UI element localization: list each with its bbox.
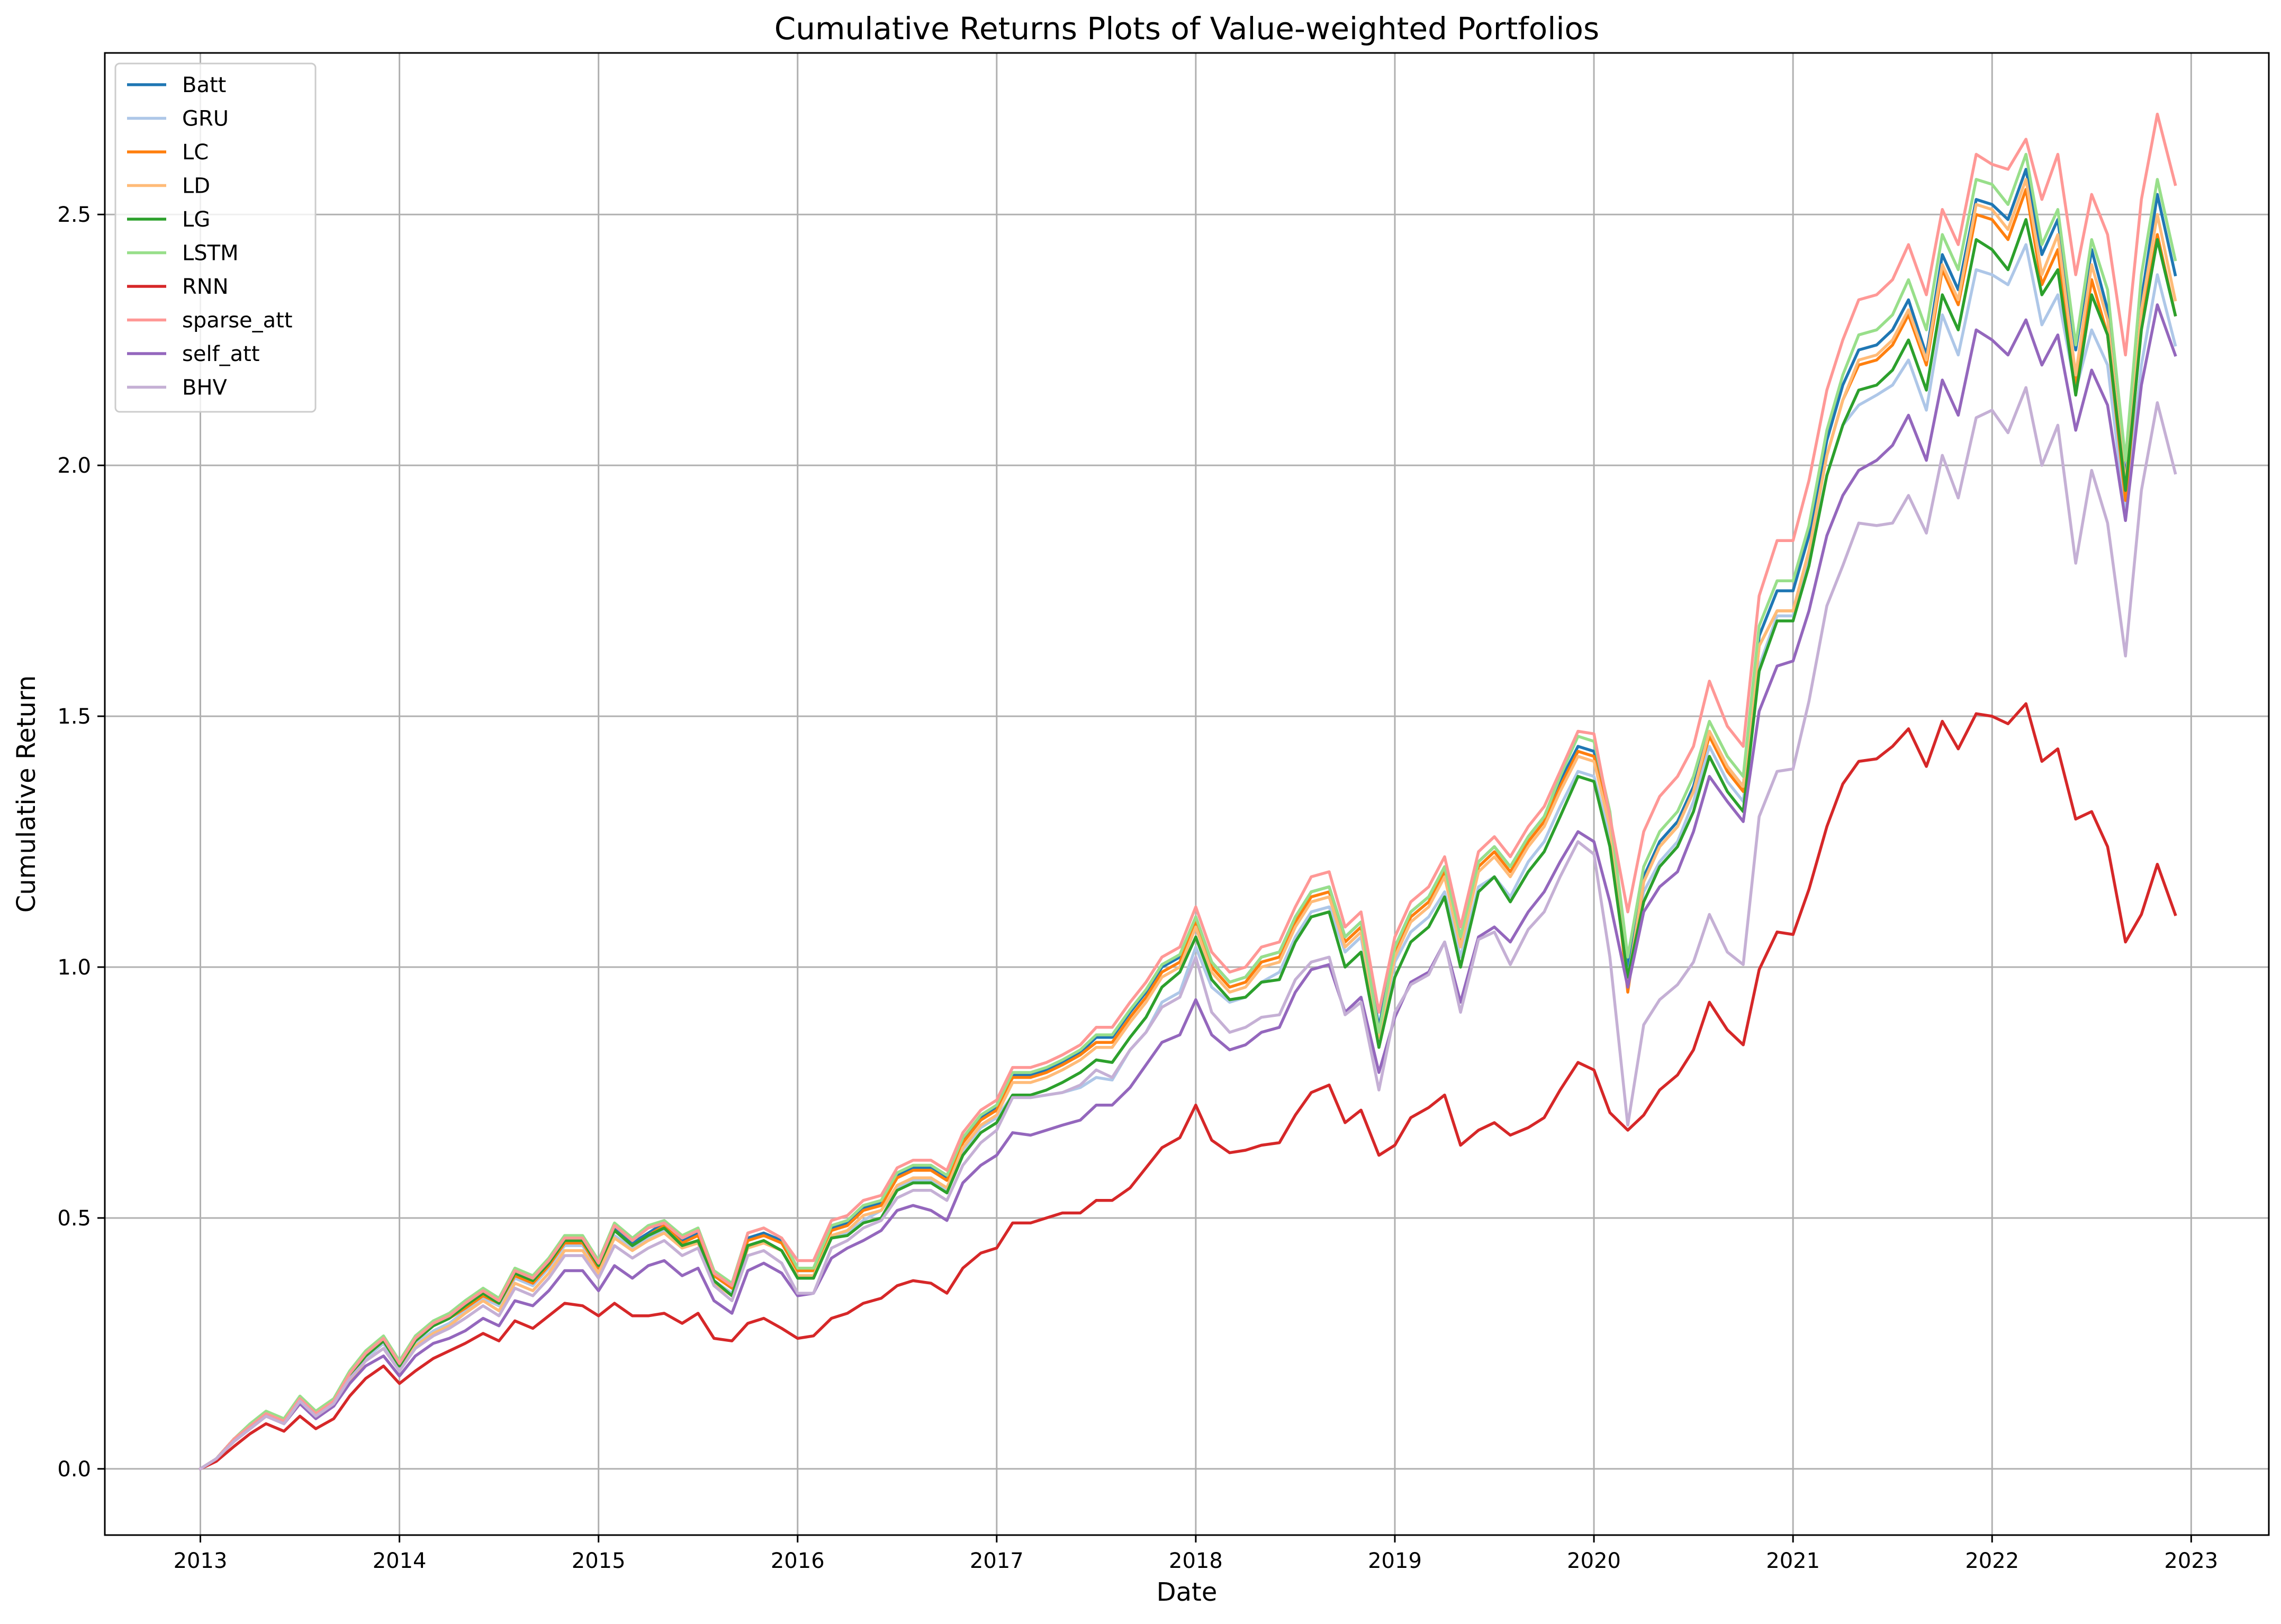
series-line-rnn — [198, 702, 2177, 1471]
x-tick-label: 2017 — [970, 1549, 1024, 1573]
x-tick-label: 2023 — [2164, 1549, 2218, 1573]
series-line-sparse-att — [198, 112, 2177, 1471]
legend-label: GRU — [182, 107, 229, 131]
series-line-ld — [198, 178, 2177, 1471]
legend-label: LSTM — [182, 241, 239, 266]
x-tick-label: 2020 — [1567, 1549, 1621, 1573]
y-tick-label: 0.5 — [57, 1206, 91, 1231]
series-line-self-att — [198, 303, 2177, 1471]
x-tick-label: 2014 — [373, 1549, 427, 1573]
y-tick-label: 1.0 — [57, 955, 91, 980]
series-lines — [198, 112, 2177, 1471]
grid — [105, 53, 2269, 1535]
plot-frame — [104, 52, 2270, 1536]
x-tick-label: 2016 — [771, 1549, 825, 1573]
y-tick-label: 2.5 — [57, 203, 91, 227]
y-tick-label: 2.0 — [57, 454, 91, 478]
x-tick-label: 2021 — [1766, 1549, 1820, 1573]
legend-label: LC — [182, 140, 209, 165]
x-tick-label: 2019 — [1368, 1549, 1422, 1573]
legend-label: RNN — [182, 275, 229, 299]
x-tick-label: 2022 — [1965, 1549, 2019, 1573]
legend-label: Batt — [182, 73, 226, 97]
legend-label: BHV — [182, 376, 228, 400]
x-tick-label: 2018 — [1169, 1549, 1223, 1573]
legend-label: LD — [182, 174, 210, 199]
chart-title: Cumulative Returns Plots of Value-weight… — [774, 11, 1599, 47]
x-tick-label: 2013 — [174, 1549, 228, 1573]
y-axis-label: Cumulative Return — [12, 675, 41, 913]
x-tick-label: 2015 — [572, 1549, 626, 1573]
series-line-bhv — [198, 386, 2177, 1471]
y-tick-label: 0.0 — [57, 1457, 91, 1482]
axis-ticks: 2013 2014 2015 2016 2017 2018 2019 2020 2021 2022… — [57, 203, 2218, 1573]
legend-label: self_att — [182, 342, 260, 366]
legend: Batt GRU LC LD LG LSTM RNN sparse_att self_att BH… — [114, 62, 317, 413]
series-line-lstm — [198, 152, 2177, 1471]
series-line-lg — [198, 218, 2177, 1471]
x-axis-label: Date — [1157, 1577, 1218, 1607]
y-tick-label: 1.5 — [57, 705, 91, 729]
legend-label: sparse_att — [182, 309, 293, 333]
legend-label: LG — [182, 207, 210, 232]
